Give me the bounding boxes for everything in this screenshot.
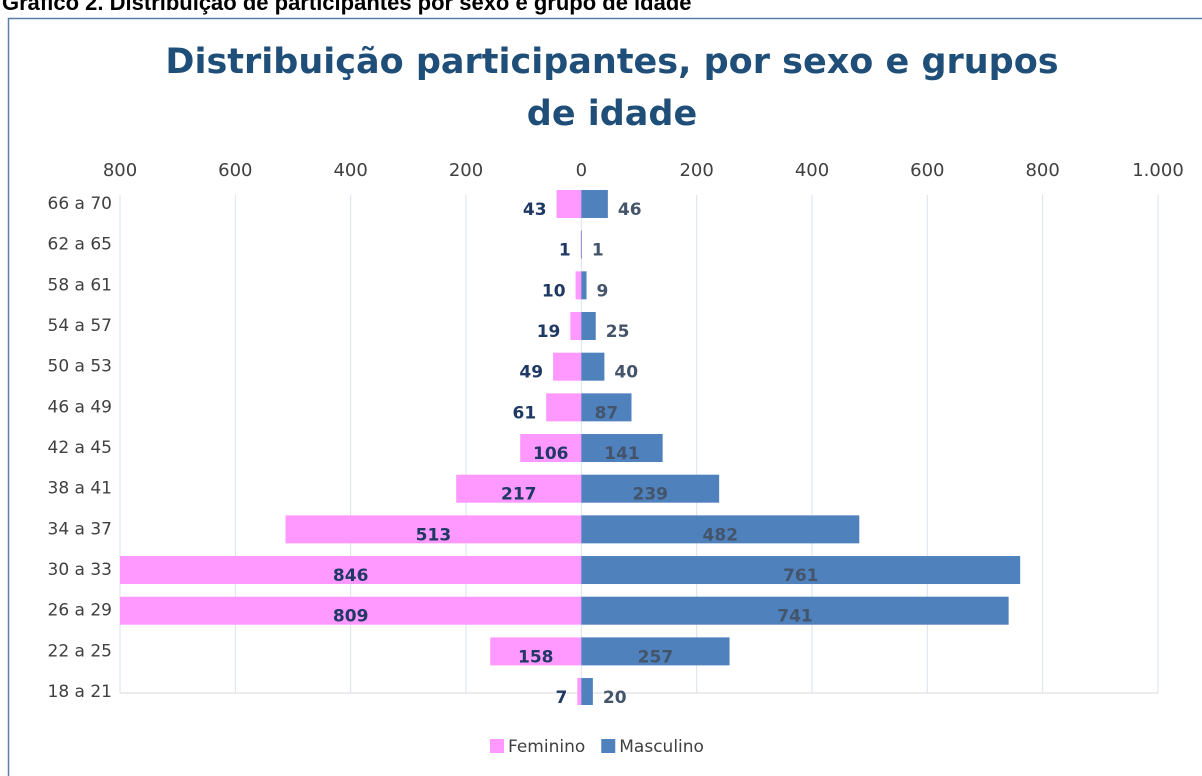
y-tick-label: 38 a 41 (48, 479, 113, 499)
bar (575, 271, 582, 300)
y-tick-label: 46 a 49 (48, 397, 113, 417)
data-label: 217 (501, 485, 537, 505)
bar (490, 637, 582, 666)
bar (581, 352, 605, 381)
data-label: 158 (518, 647, 554, 667)
data-label: 846 (333, 566, 369, 586)
data-label: 741 (777, 607, 813, 627)
bars (120, 190, 1021, 705)
bar (285, 515, 582, 544)
bar (581, 474, 720, 503)
y-tick-label: 54 a 57 (48, 316, 113, 336)
y-tick-label: 18 a 21 (48, 682, 113, 702)
data-label: 513 (416, 525, 452, 545)
bar (581, 637, 730, 666)
legend-swatch (601, 739, 616, 753)
data-label: 49 (519, 363, 543, 383)
x-tick-label: 400 (795, 160, 829, 181)
legend-swatch (490, 739, 504, 753)
y-tick-label: 42 a 45 (48, 438, 113, 458)
bar (581, 434, 663, 463)
bar (570, 312, 582, 341)
y-tick-label: 66 a 70 (48, 194, 113, 214)
data-label: 46 (618, 200, 642, 220)
legend-label: Masculino (619, 737, 704, 757)
bar (120, 596, 582, 625)
bar (581, 190, 608, 218)
bar (581, 271, 587, 300)
x-tick-label: 600 (910, 160, 944, 181)
legend-label: Feminino (508, 737, 585, 757)
bar (581, 556, 1021, 585)
bar (581, 230, 582, 259)
y-tick-label: 22 a 25 (48, 641, 113, 661)
bar (581, 393, 632, 422)
y-tick-label: 34 a 37 (48, 519, 113, 539)
x-tick-label: 0 (576, 160, 587, 181)
data-label: 10 (542, 281, 566, 301)
data-label: 20 (603, 688, 627, 708)
data-label: 1 (559, 241, 571, 261)
data-label: 239 (632, 485, 668, 505)
chart-border (7, 17, 1202, 776)
bar (553, 352, 582, 381)
x-tick-label: 800 (1025, 160, 1059, 181)
data-label: 61 (512, 403, 536, 423)
data-label: 9 (597, 281, 609, 301)
data-label: 257 (638, 647, 674, 667)
bar (580, 230, 582, 259)
bar (581, 596, 1009, 625)
data-label: 1 (592, 241, 604, 261)
y-tick-label: 58 a 61 (48, 275, 113, 295)
x-tick-label: 200 (449, 160, 483, 181)
bar (520, 434, 582, 463)
bar (556, 190, 582, 218)
bar (546, 393, 582, 422)
y-tick-label: 30 a 33 (48, 560, 113, 580)
y-tick-label: 50 a 53 (48, 357, 113, 377)
y-tick-label: 26 a 29 (48, 601, 113, 621)
data-label: 482 (703, 525, 739, 545)
bar (120, 556, 582, 585)
data-label: 25 (606, 322, 630, 342)
bar (581, 678, 593, 705)
x-tick-label: 1.000 (1132, 160, 1184, 181)
data-label: 40 (614, 363, 638, 383)
y-tick-label: 62 a 65 (48, 235, 113, 255)
bar (577, 678, 582, 705)
data-label: 7 (555, 688, 567, 708)
chart-title: Distribuição participantes, por sexo e g… (165, 42, 1059, 134)
bar (456, 474, 582, 503)
data-label: 761 (783, 566, 819, 586)
header: Gráfico 2. Distribuição de participantes… (2, 0, 692, 15)
bar (581, 312, 596, 341)
data-label: 106 (533, 444, 569, 464)
data-label: 809 (333, 607, 369, 627)
x-tick-label: 800 (103, 160, 137, 181)
data-label: 141 (604, 444, 640, 464)
data-label: 19 (537, 322, 561, 342)
x-tick-label: 400 (333, 160, 367, 181)
data-label: 87 (595, 403, 619, 423)
data-label: 43 (523, 200, 547, 220)
x-tick-label: 200 (679, 160, 713, 181)
bar (581, 515, 860, 544)
x-tick-label: 600 (218, 160, 252, 181)
